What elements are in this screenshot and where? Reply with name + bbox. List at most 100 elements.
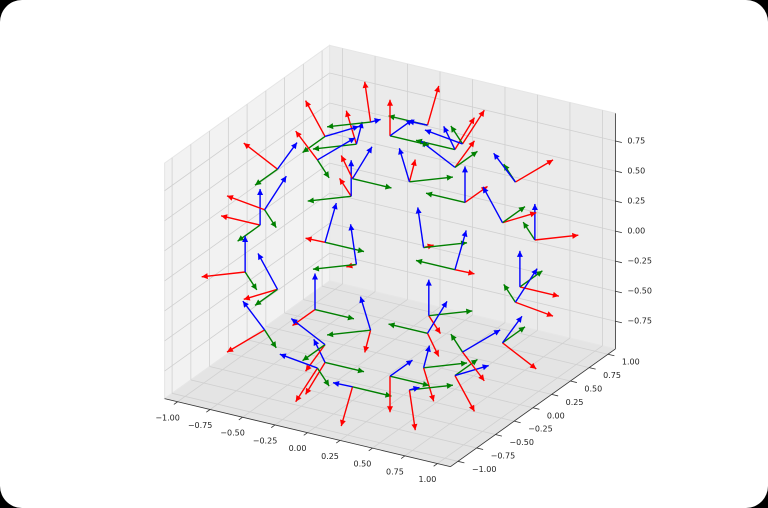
arrow-head xyxy=(468,117,475,125)
arrow xyxy=(534,232,579,241)
arrow xyxy=(220,214,261,226)
grid-line xyxy=(164,222,330,342)
arrow xyxy=(243,142,278,170)
arrow-head xyxy=(226,195,234,201)
grid-line xyxy=(247,339,533,409)
arrow xyxy=(454,269,475,276)
arrow-head xyxy=(434,85,440,93)
arrow-shaft xyxy=(519,286,560,297)
tick-mark xyxy=(400,455,406,459)
tick-label: 0.75 xyxy=(603,371,621,380)
arrow xyxy=(409,385,420,392)
arrow-head xyxy=(323,171,330,178)
tick-label: 0.25 xyxy=(321,452,339,461)
arrow xyxy=(316,159,330,179)
arrow-head xyxy=(291,142,297,150)
grid-line xyxy=(164,72,330,192)
arrow-shaft xyxy=(340,386,354,427)
arrow-head xyxy=(384,183,392,190)
arrow-head xyxy=(546,159,554,166)
arrow xyxy=(408,159,417,182)
arrow-head xyxy=(483,186,489,194)
arrow xyxy=(409,174,453,183)
arrow-head xyxy=(201,273,208,280)
arrow-head xyxy=(425,279,432,286)
arrow-shaft xyxy=(461,109,485,145)
arrow-head xyxy=(313,339,320,346)
arrow-shaft xyxy=(349,224,358,265)
arrow-head xyxy=(446,174,453,181)
grid-line xyxy=(322,285,608,355)
arrow-head xyxy=(305,100,312,108)
arrow xyxy=(307,195,352,204)
tick-label: −0.25 xyxy=(528,425,553,434)
arrow-head xyxy=(279,353,287,360)
arrow-shaft xyxy=(502,342,537,370)
arrow xyxy=(443,126,456,150)
arrow-head xyxy=(333,381,340,387)
arrow-head xyxy=(347,314,354,321)
arrow-shaft xyxy=(243,142,278,170)
arrow-head xyxy=(295,395,302,402)
arrow-head xyxy=(257,189,264,196)
tick-mark xyxy=(615,200,622,203)
arrow xyxy=(422,345,431,368)
arrow-shaft xyxy=(324,361,365,373)
arrow xyxy=(312,273,318,310)
arrow-shaft xyxy=(408,389,416,431)
grid-line xyxy=(284,312,571,382)
arrow-head xyxy=(572,232,579,239)
arrow xyxy=(324,202,338,243)
arrow-head xyxy=(493,329,501,336)
arrow xyxy=(502,326,526,344)
arrow xyxy=(454,140,476,168)
arrow xyxy=(226,195,265,211)
arrow xyxy=(426,301,448,334)
tick-mark xyxy=(514,420,521,424)
arrow xyxy=(388,322,428,334)
arrow-head xyxy=(503,284,510,291)
arrow xyxy=(514,268,538,303)
arrow-head xyxy=(327,331,334,338)
arrow-head xyxy=(441,301,447,309)
arrow-head xyxy=(468,140,475,148)
arrow-head xyxy=(482,364,489,371)
arrow-head xyxy=(312,273,318,280)
arrow-head xyxy=(339,178,346,186)
arrow-shaft xyxy=(428,310,473,317)
arrow-head xyxy=(450,334,457,341)
arrow-head xyxy=(429,394,435,402)
grid-line xyxy=(265,326,552,395)
arrow xyxy=(502,342,537,370)
arrow xyxy=(515,159,554,183)
arrow-head xyxy=(237,235,245,242)
tick-label: 0.00 xyxy=(547,411,565,420)
tick-mark xyxy=(368,447,373,452)
arrow-head xyxy=(305,387,312,395)
arrow-shaft xyxy=(314,308,355,320)
arrow xyxy=(352,178,392,190)
arrow xyxy=(415,207,425,248)
arrow xyxy=(502,211,537,224)
tick-label: 1.00 xyxy=(622,358,640,367)
arrow xyxy=(359,296,372,331)
arrow-head xyxy=(340,419,346,427)
arrow-head xyxy=(434,326,441,334)
tick-mark xyxy=(495,434,502,437)
arrow-shaft xyxy=(425,192,466,204)
arrow-head xyxy=(422,381,429,387)
arrow xyxy=(295,367,319,403)
arrow-shaft xyxy=(352,386,392,397)
arrow xyxy=(316,367,330,387)
arrow-head xyxy=(415,258,423,265)
arrow-head xyxy=(462,166,468,173)
arrow xyxy=(426,333,440,357)
arrow-head xyxy=(546,311,554,317)
arrow-head xyxy=(258,253,264,261)
arrow xyxy=(461,351,485,382)
arrow-head xyxy=(243,294,251,301)
tick-label: −1.00 xyxy=(155,413,180,422)
arrow xyxy=(426,85,440,126)
arrow-head xyxy=(305,236,313,243)
arrow-head xyxy=(467,269,475,276)
